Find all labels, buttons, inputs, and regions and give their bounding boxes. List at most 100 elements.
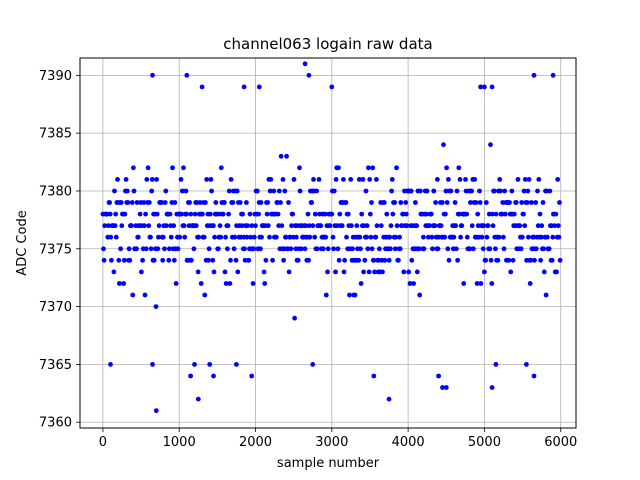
data-point (156, 234, 161, 240)
data-point (270, 257, 275, 263)
data-point (333, 177, 339, 182)
data-point (354, 223, 360, 229)
data-point (424, 188, 430, 194)
data-point (323, 292, 329, 298)
data-point (164, 223, 169, 229)
data-point (203, 200, 208, 205)
data-point (546, 246, 552, 252)
data-point (215, 246, 221, 252)
data-point (222, 200, 227, 205)
data-point (417, 292, 423, 298)
data-point (370, 165, 376, 171)
data-point (335, 246, 341, 252)
data-point (322, 211, 328, 217)
data-point (122, 211, 128, 217)
data-point (535, 223, 541, 229)
data-point (316, 177, 322, 182)
data-point (278, 200, 283, 205)
data-point (279, 223, 285, 229)
data-point (306, 223, 312, 229)
data-point (539, 223, 545, 229)
data-point (541, 269, 547, 275)
x-tick-label: 3000 (315, 435, 348, 450)
data-point (144, 177, 150, 182)
data-point (149, 177, 155, 182)
data-point (488, 142, 493, 148)
data-point (146, 200, 152, 205)
data-point (547, 188, 553, 194)
data-point (327, 223, 333, 229)
data-point (218, 234, 224, 240)
data-point (307, 234, 313, 240)
data-point (217, 223, 223, 229)
data-point (281, 257, 286, 263)
data-point (160, 257, 166, 263)
data-point (235, 269, 241, 275)
data-point (276, 188, 282, 194)
data-point (549, 257, 555, 263)
data-point (329, 211, 335, 217)
data-point (529, 200, 534, 205)
data-point (388, 223, 394, 229)
data-point (337, 211, 343, 217)
data-point (166, 257, 172, 263)
data-point (382, 257, 388, 263)
data-point (171, 223, 177, 229)
x-axis-label: sample number (277, 456, 380, 471)
data-point (192, 211, 198, 217)
data-point (178, 177, 184, 182)
data-point (275, 211, 281, 217)
data-point (189, 257, 194, 263)
data-point (206, 246, 212, 252)
data-point (212, 234, 218, 240)
data-point (360, 177, 366, 182)
data-point (550, 234, 556, 240)
plot-frame (79, 57, 577, 429)
data-point (273, 234, 279, 240)
data-point (256, 211, 261, 217)
data-point (472, 177, 478, 182)
data-point (297, 165, 302, 171)
data-point (446, 257, 452, 263)
data-point (380, 269, 385, 275)
data-point (524, 362, 529, 367)
data-point (320, 246, 326, 252)
data-point (445, 246, 451, 252)
data-point (468, 200, 473, 205)
data-point (154, 211, 160, 217)
data-point (510, 257, 516, 263)
data-point (202, 292, 208, 298)
data-point (490, 223, 496, 229)
data-point (397, 246, 403, 252)
data-point (127, 257, 133, 263)
data-point (432, 223, 438, 229)
data-point (342, 257, 347, 263)
data-point (150, 72, 155, 78)
data-point (525, 188, 531, 194)
data-point (286, 200, 291, 205)
data-point (443, 385, 449, 390)
data-point (359, 211, 365, 217)
data-point (487, 246, 493, 252)
data-point (218, 165, 224, 171)
data-point (444, 165, 449, 171)
data-point (522, 223, 528, 229)
data-point (451, 234, 457, 240)
data-point (162, 200, 168, 205)
data-point (464, 211, 470, 217)
data-point (341, 269, 347, 275)
data-point (502, 188, 507, 194)
data-point (364, 234, 369, 240)
data-point (230, 200, 236, 205)
data-point (535, 188, 540, 194)
data-point (394, 165, 399, 171)
data-point (179, 211, 185, 217)
data-point (288, 246, 294, 252)
data-point (227, 281, 233, 286)
data-point (358, 281, 364, 286)
data-point (142, 292, 148, 298)
data-point (237, 200, 243, 205)
data-point (119, 223, 125, 229)
data-point (411, 281, 416, 286)
